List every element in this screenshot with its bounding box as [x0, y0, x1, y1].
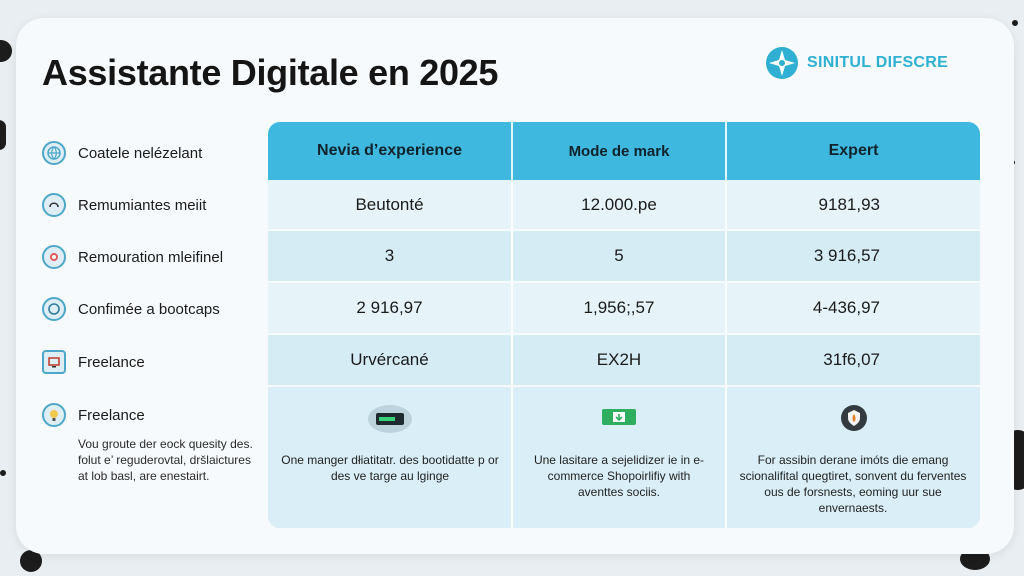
column-icon-cell — [727, 404, 980, 432]
table-cell: 2 916,97 — [356, 298, 423, 317]
row-label: Remouration mleifinel — [42, 245, 223, 269]
row-label: Coatele nelézelant — [42, 141, 202, 165]
row-label-text: Remumiantes meiit — [78, 196, 207, 214]
column-header: Expert — [828, 142, 879, 159]
monitor-icon — [42, 350, 66, 374]
table-cell: 1,956;,57 — [583, 298, 655, 317]
row-label-text: Freelance — [78, 406, 145, 424]
decorative-blob — [1012, 20, 1018, 26]
brand-name: SINITUL DIFSCRE — [807, 54, 949, 71]
row-label: Remumiantes meiit — [42, 193, 206, 217]
row-divider — [268, 229, 980, 231]
row-divider — [268, 281, 980, 283]
page-title: Assistante Digitale en 2025 — [42, 52, 499, 93]
table-cell: 9181,93 — [818, 195, 880, 214]
table-cell: 3 916,57 — [813, 246, 880, 265]
column-description: One manger dłiatitatr. des bootidatte p … — [281, 453, 499, 483]
table-cell: 5 — [614, 246, 624, 265]
decorative-blob — [0, 40, 12, 62]
row-label-text: Coatele nelézelant — [78, 144, 203, 162]
terminal-icon — [367, 405, 412, 433]
cash-icon — [602, 409, 636, 425]
shield-icon — [840, 405, 867, 431]
table-cell: Beutonté — [355, 195, 424, 214]
column-divider — [511, 122, 513, 528]
table-row-band — [268, 282, 980, 334]
decorative-blob — [20, 550, 42, 572]
column-description: For assibin derane imóts die emang scion… — [739, 453, 967, 515]
table-cell: EX2H — [596, 350, 642, 369]
table-cell: Urvércané — [350, 350, 429, 369]
coin-icon — [42, 193, 66, 217]
column-description: Une lasitare a sejelidizer ie in e-comme… — [533, 453, 705, 499]
row-divider — [268, 333, 980, 335]
column-icon-cell — [513, 406, 725, 428]
row-label: Freelance — [42, 403, 145, 427]
table-row-band — [268, 334, 980, 386]
table-row-band — [268, 230, 980, 282]
globe-icon — [42, 141, 66, 165]
column-icon-cell — [268, 404, 511, 434]
column-header: Nevia d’experience — [317, 142, 462, 159]
row-label-text: Confimée a bootcaps — [78, 300, 220, 318]
row-label-text: Freelance — [78, 353, 145, 371]
lightbulb-icon — [42, 403, 66, 427]
compass-star-icon — [766, 47, 798, 79]
decorative-blob — [0, 470, 6, 476]
table-cell: 3 — [384, 246, 395, 265]
column-divider — [725, 122, 727, 528]
decorative-blob — [0, 120, 6, 150]
table-cell: 31f6,07 — [823, 350, 880, 369]
table-cell: 4-436,97 — [812, 298, 880, 317]
comparison-table: Nevia d’experience Mode de mark Expert B… — [268, 122, 980, 528]
row-description: Vou groute der eock quesity des. folut e… — [78, 437, 253, 483]
row-label: Confimée a bootcaps — [42, 297, 220, 321]
table-cell: 12.000.pe — [581, 195, 657, 214]
table-row-band — [268, 180, 980, 230]
row-label-text: Remouration mleifinel — [78, 248, 224, 266]
brand: SINITUL DIFSCRE — [765, 46, 948, 80]
chat-icon — [42, 297, 66, 321]
table-header — [268, 122, 980, 180]
column-header: Mode de mark — [568, 142, 670, 160]
badge-icon — [42, 245, 66, 269]
row-label: Freelance — [42, 350, 145, 374]
row-divider — [268, 385, 980, 387]
